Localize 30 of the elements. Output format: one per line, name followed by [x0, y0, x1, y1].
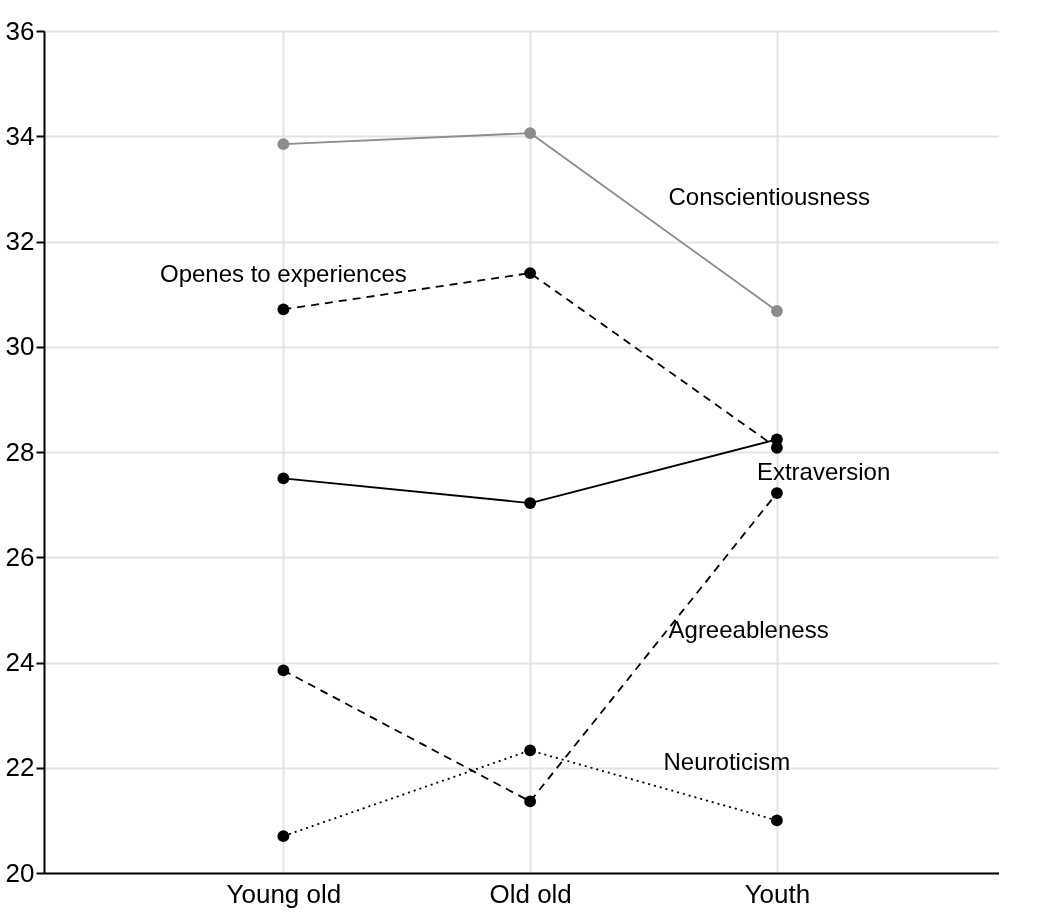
point	[277, 303, 290, 316]
point	[770, 487, 783, 499]
x-tick-label: Youth	[744, 878, 811, 909]
point	[770, 814, 783, 827]
series-label: Openes to experiences	[159, 260, 407, 288]
y-tick-label: 22	[5, 752, 35, 783]
series-label: Extraversion	[756, 458, 891, 486]
y-tick-label: 20	[5, 857, 35, 888]
y-tick-label: 24	[5, 647, 35, 677]
point	[277, 138, 290, 151]
y-tick-label: 32	[5, 226, 35, 256]
y-tick-label: 30	[5, 331, 35, 362]
y-tick-label: 26	[5, 541, 35, 572]
series-label: Conscientiousness	[668, 183, 870, 211]
point	[277, 472, 290, 485]
point	[277, 830, 290, 843]
point	[524, 267, 537, 279]
series-label: Neuroticism	[663, 748, 791, 776]
point	[524, 744, 537, 757]
y-tick-label: 36	[5, 15, 35, 46]
point	[277, 664, 290, 677]
point	[524, 497, 537, 509]
x-tick-label: Old old	[489, 878, 572, 909]
point	[524, 127, 537, 139]
series-label: Agreeableness	[668, 616, 829, 644]
y-tick-label: 34	[5, 120, 35, 151]
point	[524, 795, 537, 808]
x-tick-label: Young old	[226, 878, 342, 909]
point	[770, 305, 783, 317]
y-tick-label: 28	[5, 436, 35, 467]
